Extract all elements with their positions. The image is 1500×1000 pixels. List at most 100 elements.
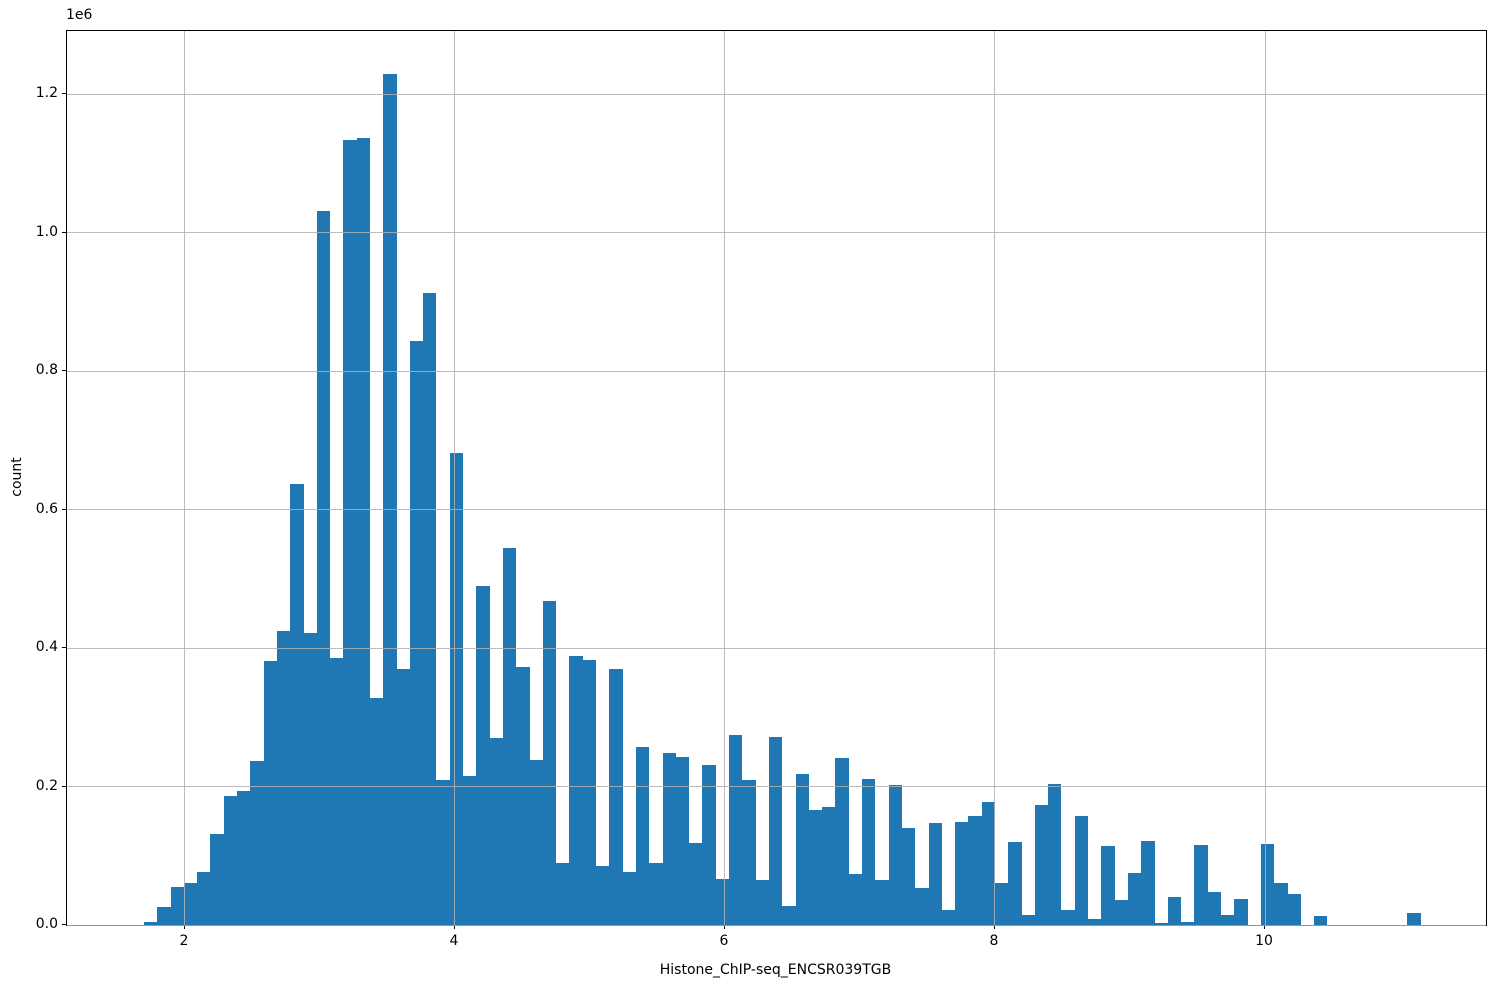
- y-tick-label: 0.4: [35, 639, 58, 655]
- histogram-bar: [1114, 900, 1128, 925]
- histogram-bar: [223, 796, 238, 925]
- histogram-bar: [994, 883, 1009, 925]
- histogram-bar: [729, 734, 743, 925]
- histogram-bar: [675, 756, 690, 925]
- y-tick-mark: [62, 647, 66, 648]
- histogram-bar: [609, 669, 623, 925]
- x-tick-mark: [723, 925, 725, 929]
- y-tick-mark: [62, 231, 66, 233]
- histogram-bar: [649, 863, 663, 925]
- histogram-bar: [755, 880, 769, 925]
- histogram-bar: [1074, 816, 1089, 925]
- x-axis-label: Histone_ChIP-seq_ENCSR039TGB: [659, 962, 892, 978]
- histogram-bar: [237, 790, 251, 925]
- x-tick-mark: [453, 925, 455, 929]
- histogram-bar: [409, 341, 424, 925]
- histogram-bar: [662, 752, 676, 925]
- x-gridline: [454, 31, 456, 925]
- histogram-bar: [436, 779, 450, 925]
- histogram-bar: [210, 833, 224, 925]
- x-tick-mark: [993, 925, 995, 929]
- histogram-bar: [197, 872, 211, 925]
- histogram-bar: [569, 655, 583, 925]
- y-axis-offset-label: 1e6: [66, 7, 93, 23]
- y-tick-label: 0.8: [35, 362, 58, 378]
- y-gridline: [67, 93, 1486, 95]
- histogram-bar: [1088, 919, 1102, 925]
- histogram-bar: [1181, 921, 1195, 925]
- histogram-bar: [901, 828, 916, 925]
- x-gridline: [724, 31, 726, 925]
- histogram-bar: [848, 874, 863, 925]
- y-gridline: [67, 924, 1486, 926]
- histogram-bar: [516, 666, 530, 925]
- histogram-bar: [316, 211, 331, 925]
- histogram-bar: [795, 774, 809, 925]
- histogram-bar: [1407, 912, 1421, 925]
- y-tick-label: 0.2: [35, 777, 58, 794]
- histogram-bar: [622, 871, 636, 925]
- y-tick-mark: [62, 370, 66, 371]
- y-gridline: [67, 370, 1486, 372]
- y-tick-mark: [62, 785, 66, 787]
- y-tick-mark: [62, 924, 66, 925]
- y-gridline: [67, 509, 1486, 511]
- histogram-bar: [1167, 896, 1182, 925]
- histogram-bar: [449, 452, 464, 925]
- histogram-bar: [1034, 804, 1049, 925]
- histogram-bar: [808, 810, 823, 925]
- histogram-bar: [742, 779, 756, 925]
- histogram-bar: [1141, 840, 1155, 925]
- y-axis-label: count: [9, 457, 25, 497]
- y-gridline: [67, 647, 1486, 649]
- histogram-bar: [822, 806, 836, 925]
- histogram-bar: [1234, 898, 1248, 925]
- histogram-bar: [1154, 922, 1168, 925]
- histogram-bar: [1207, 891, 1222, 925]
- histogram-bar: [875, 880, 889, 925]
- histogram-bar: [915, 888, 929, 925]
- histogram-bar: [1314, 916, 1328, 925]
- histogram-bar: [170, 886, 184, 925]
- histogram-bar: [702, 765, 716, 925]
- y-tick-label: 1.2: [35, 85, 58, 102]
- histogram-bar: [556, 862, 570, 925]
- y-gridline: [67, 232, 1486, 234]
- histogram-bar: [635, 747, 650, 925]
- histogram-bar: [955, 821, 969, 925]
- histogram-bar: [1274, 883, 1288, 925]
- histogram-bar: [183, 882, 198, 925]
- histogram-bar: [356, 137, 370, 925]
- histogram-bar: [928, 823, 942, 925]
- histogram-bar: [157, 907, 171, 925]
- histogram-bar: [1061, 910, 1075, 925]
- histogram-bar: [542, 600, 557, 925]
- x-gridline: [1264, 31, 1266, 925]
- histogram-bar: [582, 659, 597, 925]
- x-tick-label: 2: [179, 933, 189, 949]
- x-tick-label: 8: [989, 933, 999, 949]
- histogram-bar: [1008, 841, 1022, 925]
- histogram-bar: [1260, 843, 1275, 925]
- y-tick-label: 0.0: [35, 916, 58, 932]
- histogram-bar: [476, 586, 490, 925]
- histogram-bar: [768, 736, 783, 925]
- y-tick-mark: [62, 508, 66, 510]
- histogram-bar: [290, 483, 304, 925]
- y-tick-label: 0.6: [35, 500, 58, 517]
- histogram-bar: [941, 910, 956, 925]
- x-gridline: [994, 31, 996, 925]
- histogram-bar: [330, 657, 344, 925]
- histogram-bar: [529, 760, 543, 925]
- histogram-bar: [715, 879, 730, 925]
- histogram-bar: [596, 866, 610, 925]
- histogram-bar: [276, 630, 291, 925]
- x-tick-label: 4: [449, 933, 459, 949]
- histogram-bar: [502, 547, 517, 925]
- histogram-bar: [383, 73, 397, 925]
- histogram-bar: [981, 801, 995, 925]
- histogram-bar: [1221, 915, 1235, 925]
- histogram-bar: [463, 776, 477, 925]
- histogram-bar: [263, 661, 277, 925]
